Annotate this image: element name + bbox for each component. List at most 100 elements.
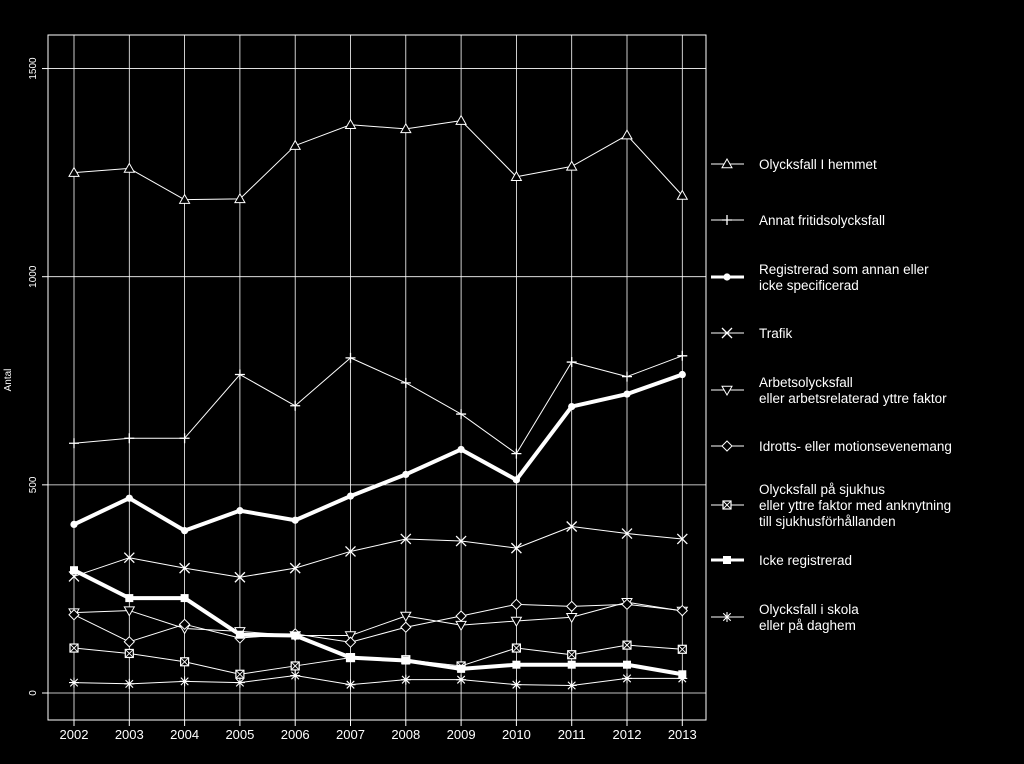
data-point (722, 500, 732, 510)
marker-cross (722, 500, 732, 510)
legend-label: Olycksfall på sjukhus (759, 482, 885, 497)
x-tick-label: 2007 (336, 727, 365, 742)
grid-lines (48, 35, 706, 720)
data-point (510, 170, 523, 182)
data-point (512, 476, 521, 484)
data-point (622, 673, 632, 684)
data-point (676, 533, 688, 545)
data-point (723, 556, 731, 564)
data-point (345, 679, 356, 690)
legend-label: Registrerad som annan eller (759, 262, 929, 277)
data-point (566, 357, 577, 368)
plot-area-frame (47, 34, 707, 721)
data-point (621, 129, 633, 140)
series-4 (68, 521, 688, 583)
legend-label: till sjukhusförhållanden (759, 514, 896, 529)
data-point (622, 371, 632, 382)
data-point (721, 440, 733, 452)
marker-cross (235, 669, 245, 679)
marker-cross (124, 649, 134, 658)
data-point (235, 669, 245, 679)
data-point (234, 571, 246, 583)
marker-cross (180, 657, 189, 667)
x-tick-label: 2002 (60, 727, 89, 742)
data-point (123, 162, 136, 173)
data-point (567, 650, 577, 660)
data-point (567, 660, 576, 669)
data-point (69, 677, 79, 688)
data-point (70, 520, 78, 528)
data-point (178, 193, 191, 204)
data-point (568, 402, 576, 411)
marker-cross (69, 643, 79, 653)
marker-cross (677, 644, 687, 654)
data-point (511, 448, 522, 459)
data-point (70, 566, 78, 575)
series-line (73, 120, 683, 201)
x-tick-label: 2011 (558, 727, 586, 742)
data-point (401, 656, 410, 665)
legend-item: Annat fritidsolycksfall (711, 213, 885, 228)
data-point (676, 604, 689, 617)
legend-label: eller på daghem (759, 618, 856, 633)
data-point (291, 631, 300, 640)
data-point (565, 160, 578, 171)
data-point (721, 157, 733, 169)
data-point (510, 598, 523, 611)
data-point (565, 600, 578, 613)
data-point (400, 377, 411, 388)
data-point (290, 670, 301, 681)
legend-label: Olycksfall I hemmet (759, 157, 877, 172)
data-point (124, 433, 135, 444)
data-point (125, 494, 133, 502)
data-point (722, 215, 732, 225)
data-point (399, 611, 412, 622)
legend-item: Trafik (711, 326, 792, 341)
data-point (456, 674, 467, 685)
data-point (69, 438, 79, 449)
data-point (400, 621, 412, 633)
x-axis: 2002 2003 2004 2005 2006 2007 2008 2009 2010 2011… (60, 720, 697, 742)
data-point (179, 562, 191, 574)
data-point (511, 643, 522, 653)
data-point (180, 657, 190, 667)
data-point (721, 385, 733, 397)
legend-label: Idrotts- eller motionsevenemang (759, 439, 952, 454)
data-point (457, 445, 465, 454)
data-point (399, 122, 412, 134)
data-point (344, 631, 357, 642)
y-tick-label: 500 (28, 476, 39, 493)
data-point (291, 516, 299, 524)
data-point (621, 598, 633, 611)
marker-cross (567, 650, 577, 660)
data-point (68, 166, 80, 177)
data-point (290, 661, 300, 671)
y-tick-label: 1000 (28, 265, 39, 288)
x-tick-label: 2004 (170, 727, 199, 742)
x-tick-label: 2005 (225, 727, 254, 742)
data-point (623, 660, 631, 669)
data-point (125, 594, 134, 603)
data-point (722, 612, 732, 622)
data-point (124, 678, 135, 689)
series-line (73, 568, 683, 677)
legend-label: Olycksfall i skola (759, 602, 859, 617)
data-point (455, 114, 467, 125)
data-point (236, 507, 244, 515)
data-point (344, 636, 357, 648)
legend-label: eller arbetsrelaterad yttre faktor (759, 391, 947, 406)
series-line (73, 675, 683, 687)
y-axis-title: Antal (3, 369, 14, 392)
x-tick-label: 2008 (391, 727, 420, 742)
data-point (565, 612, 578, 624)
data-point (512, 660, 521, 669)
legend-item: Idrotts- eller motionsevenemang (711, 439, 952, 454)
data-point (68, 609, 80, 621)
marker-cross (512, 643, 521, 653)
data-point (510, 542, 522, 554)
legend-label: Icke registrerad (759, 553, 852, 568)
